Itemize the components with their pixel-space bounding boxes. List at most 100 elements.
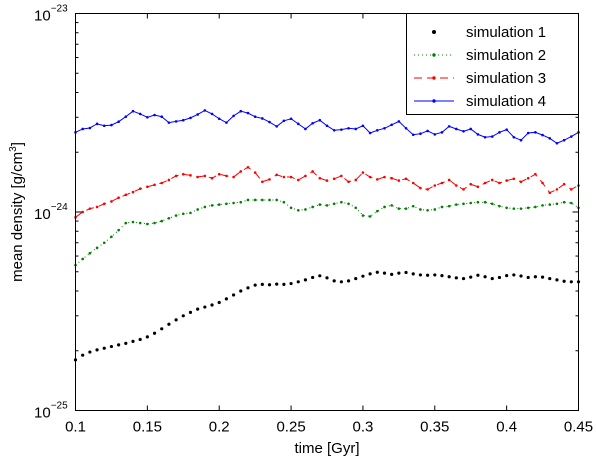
series-4-point [404, 127, 408, 130]
series-4-point [225, 121, 228, 124]
series-4-point [534, 131, 537, 134]
series-1-point [447, 275, 451, 279]
series-4-point [462, 130, 465, 133]
series-3-point [526, 176, 530, 180]
series-2-point [469, 201, 473, 205]
series-4-point [167, 121, 171, 124]
series-2-point [332, 202, 336, 206]
x-tick-label: 0.15 [133, 419, 162, 436]
legend-swatch-marker [432, 76, 436, 80]
series-2-point [447, 204, 451, 208]
series-4-point [196, 113, 199, 116]
series-3-point [196, 175, 199, 179]
series-1-point [411, 272, 415, 276]
series-2-point [347, 202, 350, 206]
series-4-point [117, 120, 120, 124]
series-4-point [490, 135, 494, 138]
series-4-point [124, 115, 128, 119]
series-1-point [346, 279, 351, 283]
series-3-point [289, 175, 293, 179]
series-4-point [203, 109, 207, 112]
series-1-point [512, 273, 516, 277]
series-3-point [548, 191, 552, 195]
series-1-point [296, 280, 300, 284]
legend-label: simulation 4 [466, 93, 546, 110]
series-1-point [167, 322, 171, 326]
series-4-point [153, 113, 156, 117]
series-1-point [224, 297, 228, 301]
series-3-point [534, 172, 537, 176]
series-2-point [174, 214, 178, 217]
x-axis-label: time [Gyr] [294, 440, 359, 457]
series-3-point [217, 172, 221, 176]
series-4-point [419, 132, 422, 135]
series-2-point [110, 235, 113, 239]
series-2-point [498, 204, 501, 208]
y-tick-label: 10−24 [34, 202, 68, 223]
x-tick-label: 0.45 [564, 419, 593, 436]
series-4-point [88, 126, 92, 130]
series-2-point [570, 201, 573, 205]
series-4-point [397, 120, 401, 123]
x-tick-label: 0.35 [420, 419, 449, 436]
series-4-point [519, 138, 523, 142]
series-4-point [325, 124, 329, 128]
series-3-point [131, 190, 135, 194]
legend-entry-2: simulation 2 [414, 47, 546, 64]
series-2-point [383, 205, 386, 209]
series-3-point [153, 183, 156, 187]
y-tick-label: 10−23 [34, 4, 68, 25]
series-3-point [397, 179, 401, 182]
series-1-point [433, 273, 437, 277]
series-3-point [325, 179, 329, 182]
series-4-point [268, 120, 271, 124]
series-2-point [562, 200, 566, 204]
series-4-point [390, 123, 393, 127]
series-1-point [260, 282, 264, 286]
series-2-point [81, 257, 84, 261]
series-1-point [246, 286, 250, 290]
series-1-point [390, 272, 394, 276]
series-2-point [102, 241, 106, 245]
series-4-point [361, 124, 365, 128]
series-2-point [325, 204, 329, 207]
series-2-point [354, 206, 358, 210]
series-2-point [253, 198, 257, 202]
series-2-point [311, 205, 314, 209]
series-2-point [419, 208, 422, 211]
series-1-point [461, 276, 466, 281]
series-4-point [570, 135, 573, 138]
series-3-point [117, 196, 120, 200]
series-2-point [88, 251, 92, 255]
series-1-point [555, 278, 559, 282]
series-1-point [203, 305, 207, 309]
series-4-point [289, 117, 293, 121]
legend-swatch-marker [432, 30, 436, 34]
series-3-point [376, 178, 379, 181]
series-1-point [196, 307, 200, 311]
series-3-point [261, 180, 264, 184]
series-2-point [411, 204, 415, 208]
series-1-point [375, 270, 379, 274]
legend-label: simulation 2 [466, 47, 546, 64]
series-3-point [419, 186, 422, 190]
series-4-point [376, 128, 379, 132]
series-4-point [304, 127, 307, 131]
series-2-point [189, 211, 192, 215]
series-4-point [275, 125, 279, 128]
series-2-point [282, 200, 286, 204]
series-1-point [483, 275, 487, 279]
series-4-point [232, 114, 235, 118]
series-2-point [296, 208, 300, 212]
series-3-point [483, 181, 487, 185]
series-1-point [131, 339, 135, 343]
series-4-point [332, 128, 336, 132]
series-4-point [131, 109, 135, 113]
series-4-point [340, 128, 343, 131]
series-2-point [203, 205, 207, 209]
series-2-point [275, 198, 279, 202]
series-3-point [476, 185, 480, 189]
series-4-point [440, 131, 444, 134]
series-3-point [304, 174, 307, 178]
series-2-point [390, 204, 393, 207]
